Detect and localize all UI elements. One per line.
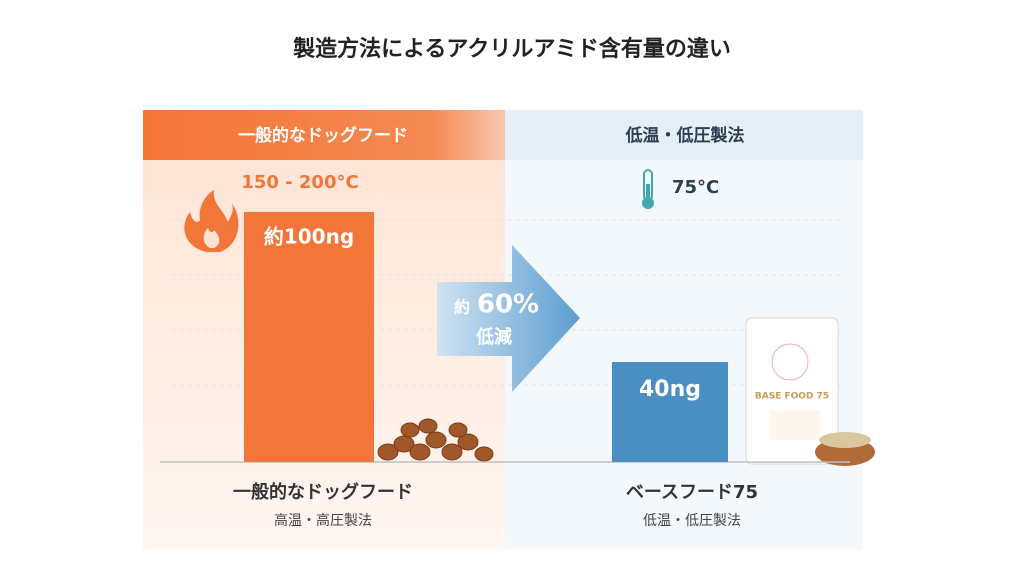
arrow bbox=[437, 245, 580, 392]
arrow-text: 60% bbox=[477, 290, 539, 320]
method-label: 低温・低圧製法 bbox=[643, 513, 741, 529]
chart-title: 製造方法によるアクリルアミド含有量の違い bbox=[292, 36, 731, 62]
panel-header: 一般的なドッグフード bbox=[238, 125, 408, 146]
value-label: 約100ng bbox=[264, 225, 354, 249]
temperature: 150 - 200°C bbox=[241, 172, 358, 193]
panel-header: 低温・低圧製法 bbox=[625, 125, 745, 146]
arrow-text: 低減 bbox=[475, 326, 512, 348]
right-header bbox=[505, 110, 863, 160]
flame-inner bbox=[203, 228, 220, 248]
product-label: BASE FOOD 75 bbox=[755, 392, 829, 402]
product-image: BASE FOOD 75 bbox=[745, 317, 875, 466]
kibble bbox=[377, 418, 494, 462]
left-header bbox=[143, 110, 505, 160]
bar bbox=[612, 362, 728, 462]
method-label: 高温・高圧製法 bbox=[274, 512, 372, 529]
category-label: 一般的なドッグフード bbox=[233, 481, 413, 503]
thermometer-icon bbox=[642, 169, 654, 209]
bar bbox=[244, 212, 374, 462]
arrow-text: 約 bbox=[454, 298, 470, 317]
temperature: 75°C bbox=[672, 177, 719, 198]
flame-icon bbox=[184, 190, 239, 252]
value-label: 40ng bbox=[639, 377, 701, 402]
category-label: ベースフード75 bbox=[626, 482, 758, 503]
